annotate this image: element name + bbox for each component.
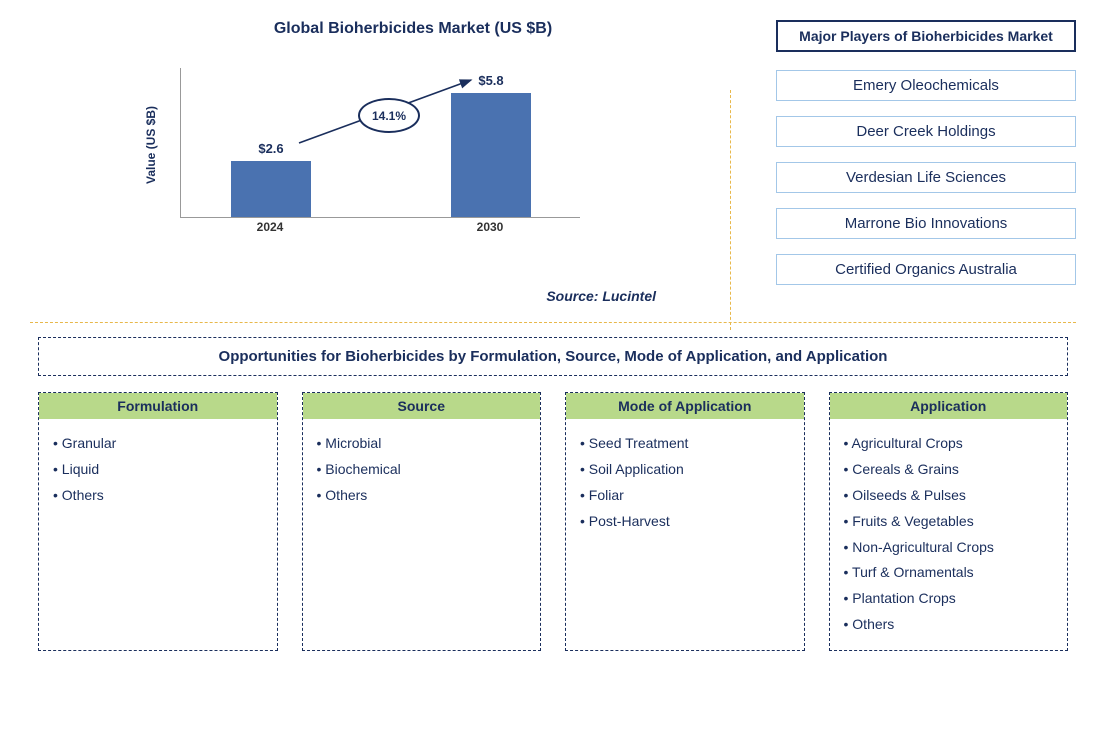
horizontal-divider xyxy=(30,322,1076,323)
list-item: • Turf & Ornamentals xyxy=(844,560,1054,586)
category-source: Source • Microbial • Biochemical • Other… xyxy=(302,392,542,651)
item-label: Others xyxy=(325,487,367,503)
list-item: • Cereals & Grains xyxy=(844,457,1054,483)
category-header: Mode of Application xyxy=(566,393,804,419)
item-label: Seed Treatment xyxy=(589,435,689,451)
bullet-icon: • xyxy=(844,564,849,580)
bullet-icon: • xyxy=(317,487,322,503)
category-mode-of-application: Mode of Application • Seed Treatment • S… xyxy=(565,392,805,651)
category-items: • Granular • Liquid • Others xyxy=(39,419,277,649)
list-item: • Fruits & Vegetables xyxy=(844,509,1054,535)
bullet-icon: • xyxy=(580,487,585,503)
growth-rate-value: 14.1% xyxy=(372,109,406,123)
x-tick-2030: 2030 xyxy=(450,220,530,234)
source-attribution: Source: Lucintel xyxy=(30,288,736,304)
list-item: • Soil Application xyxy=(580,457,790,483)
bullet-icon: • xyxy=(844,539,849,555)
chart-title: Global Bioherbicides Market (US $B) xyxy=(90,20,736,38)
list-item: • Seed Treatment xyxy=(580,431,790,457)
bullet-icon: • xyxy=(317,461,322,477)
list-item: • Others xyxy=(317,483,527,509)
categories-row: Formulation • Granular • Liquid • Others… xyxy=(30,392,1076,651)
list-item: • Microbial xyxy=(317,431,527,457)
list-item: • Post-Harvest xyxy=(580,509,790,535)
item-label: Biochemical xyxy=(325,461,400,477)
list-item: • Others xyxy=(844,612,1054,638)
list-item: • Plantation Crops xyxy=(844,586,1054,612)
top-section: Global Bioherbicides Market (US $B) Valu… xyxy=(30,20,1076,304)
category-items: • Agricultural Crops • Cereals & Grains … xyxy=(830,419,1068,650)
bullet-icon: • xyxy=(317,435,322,451)
players-panel: Major Players of Bioherbicides Market Em… xyxy=(756,20,1076,304)
category-header: Source xyxy=(303,393,541,419)
player-item: Certified Organics Australia xyxy=(776,254,1076,285)
growth-rate-badge: 14.1% xyxy=(358,98,420,133)
list-item: • Others xyxy=(53,483,263,509)
opportunities-title: Opportunities for Bioherbicides by Formu… xyxy=(38,337,1068,376)
vertical-divider xyxy=(730,90,731,330)
list-item: • Biochemical xyxy=(317,457,527,483)
players-title: Major Players of Bioherbicides Market xyxy=(776,20,1076,52)
list-item: • Foliar xyxy=(580,483,790,509)
player-item: Deer Creek Holdings xyxy=(776,116,1076,147)
player-item: Marrone Bio Innovations xyxy=(776,208,1076,239)
item-label: Soil Application xyxy=(589,461,684,477)
bullet-icon: • xyxy=(53,487,58,503)
player-item: Verdesian Life Sciences xyxy=(776,162,1076,193)
item-label: Non-Agricultural Crops xyxy=(852,539,994,555)
category-items: • Seed Treatment • Soil Application • Fo… xyxy=(566,419,804,649)
item-label: Granular xyxy=(62,435,116,451)
bullet-icon: • xyxy=(53,435,58,451)
chart-area: Global Bioherbicides Market (US $B) Valu… xyxy=(30,20,756,304)
bullet-icon: • xyxy=(580,461,585,477)
item-label: Microbial xyxy=(325,435,381,451)
list-item: • Non-Agricultural Crops xyxy=(844,535,1054,561)
bullet-icon: • xyxy=(53,461,58,477)
item-label: Fruits & Vegetables xyxy=(852,513,973,529)
y-axis-label: Value (US $B) xyxy=(144,106,158,184)
category-formulation: Formulation • Granular • Liquid • Others xyxy=(38,392,278,651)
bar-2024: $2.6 xyxy=(231,161,311,217)
item-label: Liquid xyxy=(62,461,99,477)
bullet-icon: • xyxy=(580,435,585,451)
item-label: Foliar xyxy=(589,487,624,503)
bullet-icon: • xyxy=(844,435,849,451)
bullet-icon: • xyxy=(844,513,849,529)
list-item: • Liquid xyxy=(53,457,263,483)
bullet-icon: • xyxy=(844,461,849,477)
item-label: Plantation Crops xyxy=(852,590,956,606)
item-label: Cereals & Grains xyxy=(852,461,959,477)
bullet-icon: • xyxy=(844,616,849,632)
player-item: Emery Oleochemicals xyxy=(776,70,1076,101)
category-header: Application xyxy=(830,393,1068,419)
item-label: Others xyxy=(852,616,894,632)
list-item: • Agricultural Crops xyxy=(844,431,1054,457)
item-label: Post-Harvest xyxy=(589,513,670,529)
item-label: Agricultural Crops xyxy=(852,435,963,451)
bullet-icon: • xyxy=(844,590,849,606)
category-application: Application • Agricultural Crops • Cerea… xyxy=(829,392,1069,651)
item-label: Oilseeds & Pulses xyxy=(852,487,966,503)
item-label: Turf & Ornamentals xyxy=(852,564,974,580)
bullet-icon: • xyxy=(580,513,585,529)
x-tick-2024: 2024 xyxy=(230,220,310,234)
list-item: • Oilseeds & Pulses xyxy=(844,483,1054,509)
list-item: • Granular xyxy=(53,431,263,457)
chart-container: Value (US $B) $2.6 $5.8 xyxy=(170,58,610,258)
category-items: • Microbial • Biochemical • Others xyxy=(303,419,541,649)
category-header: Formulation xyxy=(39,393,277,419)
item-label: Others xyxy=(62,487,104,503)
chart-plot: $2.6 $5.8 14.1% xyxy=(180,68,580,218)
bullet-icon: • xyxy=(844,487,849,503)
